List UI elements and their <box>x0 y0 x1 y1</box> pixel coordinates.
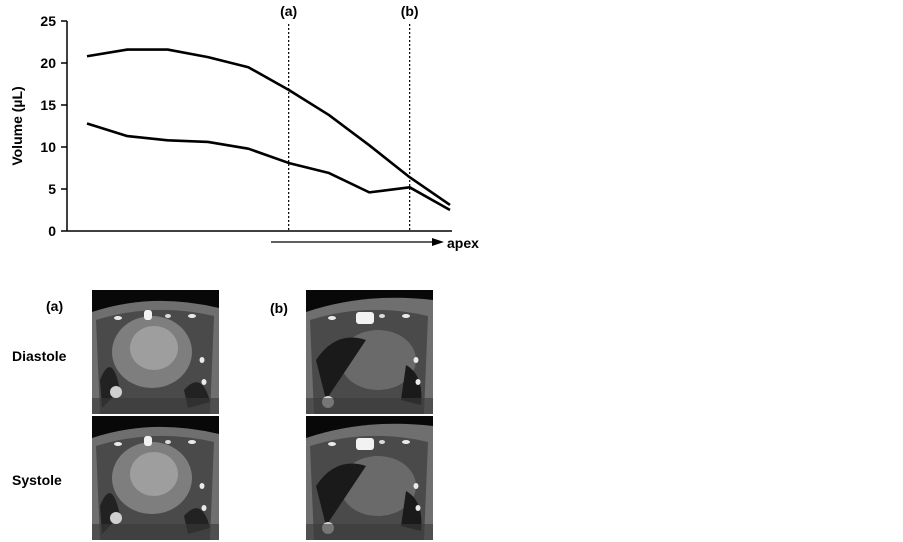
y-axis-label: Volume (µL) <box>9 86 25 165</box>
x-axis-label: apex <box>447 235 479 251</box>
y-tick-label: 25 <box>40 13 56 29</box>
series-line-upper <box>86 48 451 207</box>
panel-a-label: (a) <box>46 298 64 314</box>
ct-scan-a-systole <box>92 416 219 540</box>
marker-label-a: (a) <box>280 3 297 19</box>
y-tick-label: 10 <box>40 139 56 155</box>
ct-scan-b-systole <box>306 416 433 540</box>
diastole-label: Diastole <box>12 348 67 364</box>
marker-label-b: (b) <box>401 3 419 19</box>
y-tick-label: 15 <box>40 97 56 113</box>
apex-arrowhead <box>432 238 444 246</box>
volume-chart: 0 5 10 15 20 25 Volume (µL) (a) (b) apex <box>9 3 479 251</box>
y-tick-label: 5 <box>48 181 56 197</box>
systole-label: Systole <box>12 472 62 488</box>
ct-scan-a-diastole <box>92 290 219 414</box>
panel-b-label: (b) <box>270 300 288 316</box>
ct-scan-b-diastole <box>306 290 433 414</box>
series-line-lower <box>86 122 451 212</box>
y-tick-label: 20 <box>40 55 56 71</box>
y-tick-label: 0 <box>48 223 56 239</box>
